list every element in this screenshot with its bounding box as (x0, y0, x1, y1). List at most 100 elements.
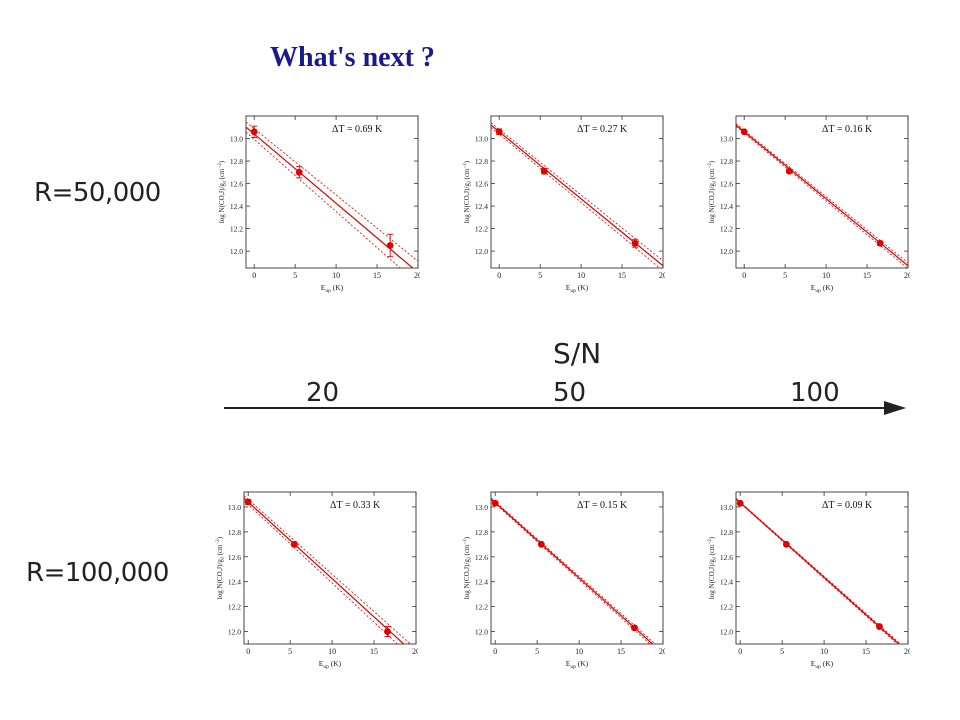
plot-r50k-sn50: 0 5 10 15 20 12.0 12.2 12.4 12.6 12.8 13.0 Eup (K) l… (463, 115, 665, 294)
y-axis-label: log N(CO,J)/gJ (cm−2) (708, 160, 718, 223)
x-axis-label: Eup (K) (566, 283, 589, 294)
plot-r100k-sn50: 0 5 10 15 20 12.0 12.2 12.4 12.6 12.8 13.0 Eup (K) l… (463, 491, 665, 670)
data-point (631, 239, 639, 247)
fit-band-upper (244, 495, 412, 644)
x-tick-label: 15 (618, 271, 626, 280)
fit-band-lower (491, 499, 651, 644)
data-point (495, 128, 503, 136)
x-tick-label: 5 (783, 271, 787, 280)
y-tick-label: 12.8 (720, 528, 733, 537)
y-tick-label: 12.8 (475, 157, 488, 166)
data-point (740, 128, 748, 136)
y-tick-label: 13.0 (230, 135, 243, 144)
y-tick-label: 12.2 (228, 603, 241, 612)
data-point (876, 239, 884, 247)
x-tick-label: 0 (738, 647, 742, 656)
data-point (295, 168, 303, 176)
sn-value-50: 50 (553, 378, 587, 408)
x-tick-label: 0 (252, 271, 256, 280)
x-tick-label: 10 (575, 647, 583, 656)
delta-t-annotation: ΔT = 0.15 K (577, 500, 628, 511)
x-tick-label: 10 (577, 271, 585, 280)
y-tick-label: 13.0 (475, 503, 488, 512)
y-tick-label: 12.0 (475, 628, 488, 637)
sn-arrow (224, 401, 906, 415)
y-axis-label: log N(CO,J)/gJ (cm−2) (463, 536, 473, 599)
plot-frame (735, 491, 909, 645)
data-point (491, 499, 499, 507)
data-point (540, 167, 548, 175)
x-tick-label: 15 (373, 271, 381, 280)
data-point (250, 128, 258, 136)
fit-group (491, 497, 656, 644)
y-tick-label: 12.6 (228, 553, 241, 562)
y-tick-label: 12.0 (228, 628, 241, 637)
y-axis-label: log N(CO,J)/gJ (cm−2) (218, 160, 228, 223)
y-tick-label: 12.8 (230, 157, 243, 166)
fit-band-upper (736, 123, 908, 264)
y-tick-label: 13.0 (720, 503, 733, 512)
y-tick-label: 12.6 (475, 180, 488, 189)
x-tick-label: 20 (904, 271, 910, 280)
plot-frame (490, 491, 664, 645)
x-tick-label: 5 (538, 271, 542, 280)
x-tick-label: 0 (497, 271, 501, 280)
x-axis-label: Eup (K) (811, 659, 834, 670)
y-tick-label: 12.2 (475, 225, 488, 234)
fit-band-lower (736, 126, 908, 268)
y-tick-label: 12.4 (475, 202, 488, 211)
x-tick-label: 20 (659, 647, 665, 656)
x-tick-label: 5 (293, 271, 297, 280)
y-tick-label: 12.6 (230, 180, 243, 189)
sn-value-20: 20 (306, 378, 340, 408)
slide-title: What's next ? (270, 42, 435, 73)
x-tick-label: 15 (370, 647, 378, 656)
plot-r100k-sn20: 0 5 10 15 20 12.0 12.2 12.4 12.6 12.8 13.0 Eup (K) l… (216, 491, 418, 670)
data-point (244, 498, 252, 506)
y-axis-label: log N(CO,J)/gJ (cm−2) (216, 536, 226, 599)
y-tick-label: 12.8 (228, 528, 241, 537)
y-tick-label: 12.0 (720, 247, 733, 256)
y-tick-label: 13.0 (475, 135, 488, 144)
fit-line (246, 126, 414, 268)
x-tick-label: 0 (246, 647, 250, 656)
y-tick-label: 13.0 (720, 135, 733, 144)
x-tick-label: 15 (862, 647, 870, 656)
fit-group (736, 123, 908, 268)
y-tick-label: 12.2 (720, 603, 733, 612)
data-point (386, 242, 394, 249)
plot-r50k-sn20: 0 5 10 15 20 12.0 12.2 12.4 12.6 12.8 13.0 Eup (K) l… (218, 115, 420, 294)
row-label-r100000: R=100,000 (26, 558, 169, 588)
y-tick-label: 12.2 (230, 225, 243, 234)
y-tick-label: 12.2 (475, 603, 488, 612)
x-axis-label: Eup (K) (811, 283, 834, 294)
data-point (290, 540, 298, 548)
y-tick-label: 13.0 (228, 503, 241, 512)
fit-band-upper (246, 121, 418, 262)
fit-band-lower (491, 127, 661, 268)
plot-frame (243, 491, 417, 645)
fit-group (246, 121, 418, 268)
y-tick-label: 12.4 (228, 578, 241, 587)
y-axis-label: log N(CO,J)/gJ (cm−2) (708, 536, 718, 599)
data-point (782, 540, 790, 548)
fit-band-lower (246, 131, 401, 268)
delta-t-annotation: ΔT = 0.27 K (577, 124, 628, 135)
row-label-r50000: R=50,000 (34, 178, 161, 208)
fit-line (736, 498, 900, 644)
plot-r100k-sn100: 0 5 10 15 20 12.0 12.2 12.4 12.6 12.8 13.0 Eup (K) l… (708, 491, 910, 670)
plot-frame (490, 115, 664, 269)
data-point (384, 628, 391, 635)
y-tick-label: 12.8 (720, 157, 733, 166)
delta-t-annotation: ΔT = 0.09 K (822, 500, 873, 511)
y-tick-label: 12.4 (720, 202, 733, 211)
fit-band-lower (244, 500, 398, 644)
x-tick-label: 20 (659, 271, 665, 280)
x-tick-label: 20 (414, 271, 420, 280)
y-tick-label: 12.0 (230, 247, 243, 256)
delta-t-annotation: ΔT = 0.33 K (330, 500, 381, 511)
x-tick-label: 5 (288, 647, 292, 656)
x-axis-label: Eup (K) (319, 659, 342, 670)
x-tick-label: 5 (535, 647, 539, 656)
data-point (876, 623, 883, 630)
